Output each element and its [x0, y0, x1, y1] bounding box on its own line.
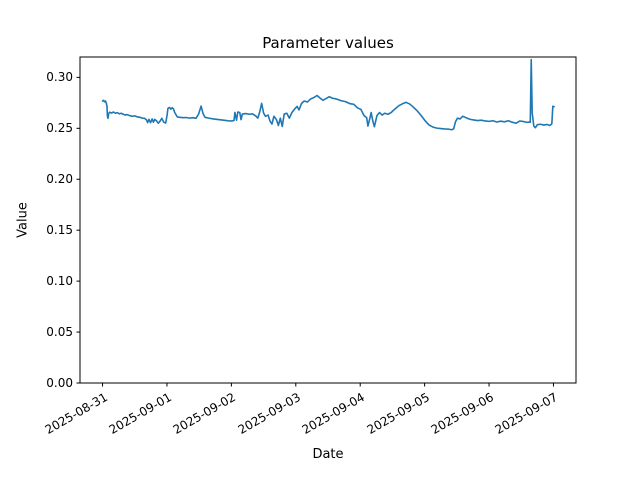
x-axis-label: Date — [312, 447, 344, 462]
y-tick-label: 0.30 — [46, 70, 73, 85]
data-line — [101, 58, 555, 131]
plot-frame — [79, 56, 577, 384]
y-tick-label: 0.10 — [46, 274, 73, 289]
y-tick-label: 0.20 — [46, 172, 73, 187]
y-tick-label: 0.25 — [46, 121, 73, 136]
y-tick-label: 0.15 — [46, 223, 73, 238]
y-tick-label: 0.00 — [46, 376, 73, 390]
chart-title: Parameter values — [262, 34, 394, 52]
y-tick-label: 0.05 — [46, 325, 73, 340]
